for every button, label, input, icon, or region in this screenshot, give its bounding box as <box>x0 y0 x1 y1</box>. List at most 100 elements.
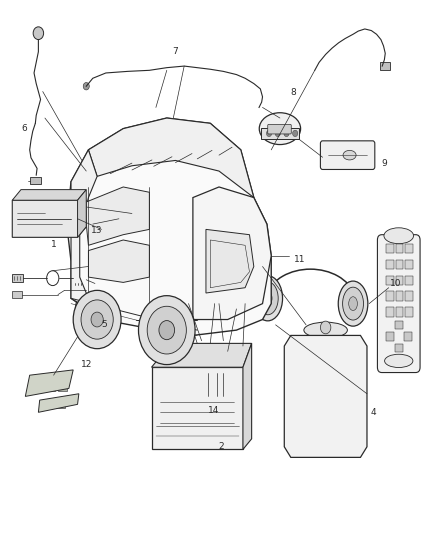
FancyBboxPatch shape <box>69 212 77 216</box>
Text: 2: 2 <box>219 442 224 451</box>
FancyBboxPatch shape <box>325 395 333 402</box>
FancyBboxPatch shape <box>321 141 375 169</box>
FancyBboxPatch shape <box>34 382 43 391</box>
Ellipse shape <box>385 354 413 368</box>
FancyBboxPatch shape <box>12 274 23 282</box>
Polygon shape <box>243 343 252 449</box>
Circle shape <box>275 130 280 136</box>
Ellipse shape <box>384 228 413 244</box>
FancyBboxPatch shape <box>386 276 393 285</box>
FancyBboxPatch shape <box>405 260 413 269</box>
FancyBboxPatch shape <box>325 385 333 391</box>
FancyBboxPatch shape <box>307 411 314 419</box>
Text: 8: 8 <box>290 88 296 97</box>
FancyBboxPatch shape <box>43 400 52 408</box>
Polygon shape <box>88 118 254 198</box>
Circle shape <box>73 290 121 349</box>
Circle shape <box>81 300 113 339</box>
Ellipse shape <box>304 322 347 338</box>
FancyBboxPatch shape <box>405 244 413 253</box>
FancyBboxPatch shape <box>293 344 358 379</box>
Circle shape <box>70 230 74 234</box>
Circle shape <box>138 296 195 365</box>
FancyBboxPatch shape <box>336 385 343 391</box>
Text: 6: 6 <box>21 124 27 133</box>
FancyBboxPatch shape <box>386 260 393 269</box>
Polygon shape <box>152 343 252 367</box>
FancyBboxPatch shape <box>322 397 329 407</box>
Circle shape <box>322 445 329 454</box>
Circle shape <box>70 224 74 228</box>
Polygon shape <box>152 367 243 449</box>
Circle shape <box>83 83 89 90</box>
Circle shape <box>266 130 272 136</box>
Circle shape <box>293 130 298 136</box>
FancyBboxPatch shape <box>193 277 206 304</box>
Circle shape <box>91 312 103 327</box>
Circle shape <box>296 445 303 454</box>
FancyBboxPatch shape <box>199 370 230 399</box>
Ellipse shape <box>259 113 300 144</box>
FancyBboxPatch shape <box>297 395 304 402</box>
FancyBboxPatch shape <box>261 127 299 139</box>
FancyBboxPatch shape <box>268 124 291 134</box>
Polygon shape <box>78 190 86 237</box>
Polygon shape <box>12 190 86 200</box>
Ellipse shape <box>349 297 357 311</box>
FancyBboxPatch shape <box>306 385 314 391</box>
FancyBboxPatch shape <box>395 344 403 352</box>
Text: 1: 1 <box>51 240 57 249</box>
Ellipse shape <box>343 150 356 160</box>
Ellipse shape <box>257 282 278 315</box>
Polygon shape <box>12 200 86 237</box>
Text: 4: 4 <box>371 408 376 417</box>
FancyBboxPatch shape <box>316 395 323 402</box>
FancyBboxPatch shape <box>73 273 86 283</box>
Text: 14: 14 <box>208 406 219 415</box>
FancyBboxPatch shape <box>56 400 65 408</box>
FancyBboxPatch shape <box>315 451 336 456</box>
FancyBboxPatch shape <box>69 219 75 224</box>
FancyBboxPatch shape <box>378 235 420 373</box>
Text: 9: 9 <box>381 159 387 167</box>
Circle shape <box>159 320 175 340</box>
Text: 13: 13 <box>92 227 103 236</box>
Ellipse shape <box>338 281 368 326</box>
Circle shape <box>346 445 353 454</box>
FancyBboxPatch shape <box>12 292 22 298</box>
Polygon shape <box>84 187 149 245</box>
FancyBboxPatch shape <box>219 288 250 304</box>
Polygon shape <box>71 150 106 319</box>
FancyBboxPatch shape <box>193 235 206 266</box>
Polygon shape <box>206 229 254 293</box>
FancyBboxPatch shape <box>69 226 74 231</box>
FancyBboxPatch shape <box>405 276 413 285</box>
Circle shape <box>284 130 289 136</box>
Ellipse shape <box>343 287 364 320</box>
FancyBboxPatch shape <box>405 308 413 317</box>
Polygon shape <box>284 335 367 457</box>
Ellipse shape <box>263 292 272 305</box>
FancyBboxPatch shape <box>386 292 393 301</box>
FancyBboxPatch shape <box>306 395 314 402</box>
Circle shape <box>321 321 331 334</box>
Circle shape <box>33 27 44 39</box>
FancyBboxPatch shape <box>396 292 403 301</box>
FancyBboxPatch shape <box>396 244 403 253</box>
FancyBboxPatch shape <box>30 177 41 184</box>
FancyBboxPatch shape <box>405 292 413 301</box>
FancyBboxPatch shape <box>396 276 403 285</box>
FancyBboxPatch shape <box>386 244 393 253</box>
FancyBboxPatch shape <box>386 308 393 317</box>
FancyBboxPatch shape <box>395 320 403 329</box>
Circle shape <box>160 370 169 381</box>
Polygon shape <box>67 118 271 335</box>
Polygon shape <box>39 394 79 413</box>
FancyBboxPatch shape <box>336 395 343 402</box>
Circle shape <box>147 306 186 354</box>
Polygon shape <box>25 370 73 397</box>
Text: 5: 5 <box>101 320 106 329</box>
FancyBboxPatch shape <box>297 385 304 391</box>
Polygon shape <box>193 187 271 319</box>
Text: 7: 7 <box>173 47 178 56</box>
